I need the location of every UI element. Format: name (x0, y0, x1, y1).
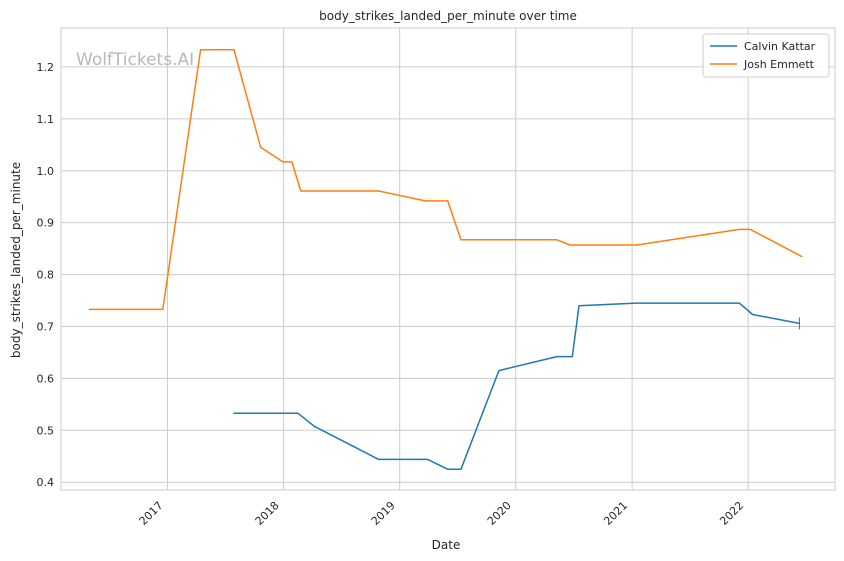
chart-title: body_strikes_landed_per_minute over time (319, 9, 577, 23)
y-tick-label: 0.7 (37, 320, 55, 333)
plot-background (61, 28, 835, 490)
plot-frame (60, 27, 836, 491)
y-tick-label: 1.1 (37, 113, 55, 126)
y-tick-label: 0.6 (37, 372, 55, 385)
watermark: WolfTickets.AI (76, 50, 194, 70)
legend: Calvin Kattar Josh Emmett (702, 33, 830, 78)
series-line-josh-emmett (88, 49, 803, 311)
x-tick-label: 2020 (485, 499, 514, 528)
legend-box (702, 33, 830, 78)
x-tick-label: 2021 (601, 499, 630, 528)
series-line-calvin-kattar (233, 302, 801, 470)
y-tick-label: 0.5 (37, 424, 55, 437)
legend-label-calvin-kattar: Calvin Kattar (744, 40, 816, 53)
grid (61, 28, 835, 490)
y-axis-ticks: 0.4 0.5 0.6 0.7 0.8 0.9 1.0 1.1 1.2 (37, 61, 55, 489)
y-tick-label: 1.2 (37, 61, 55, 74)
y-tick-label: 0.4 (37, 476, 55, 489)
x-tick-label: 2019 (369, 499, 398, 528)
y-axis-label: body_strikes_landed_per_minute (9, 162, 23, 358)
y-tick-label: 0.9 (37, 217, 55, 230)
x-tick-label: 2018 (253, 499, 282, 528)
series-layer (88, 49, 803, 470)
x-axis-ticks: 2017 2018 2019 2020 2021 2022 (137, 499, 747, 528)
legend-label-josh-emmett: Josh Emmett (743, 58, 815, 71)
x-tick-label: 2022 (717, 499, 746, 528)
y-tick-label: 1.0 (37, 165, 55, 178)
y-tick-label: 0.8 (37, 269, 55, 282)
x-tick-label: 2017 (137, 499, 166, 528)
x-axis-label: Date (432, 538, 461, 552)
